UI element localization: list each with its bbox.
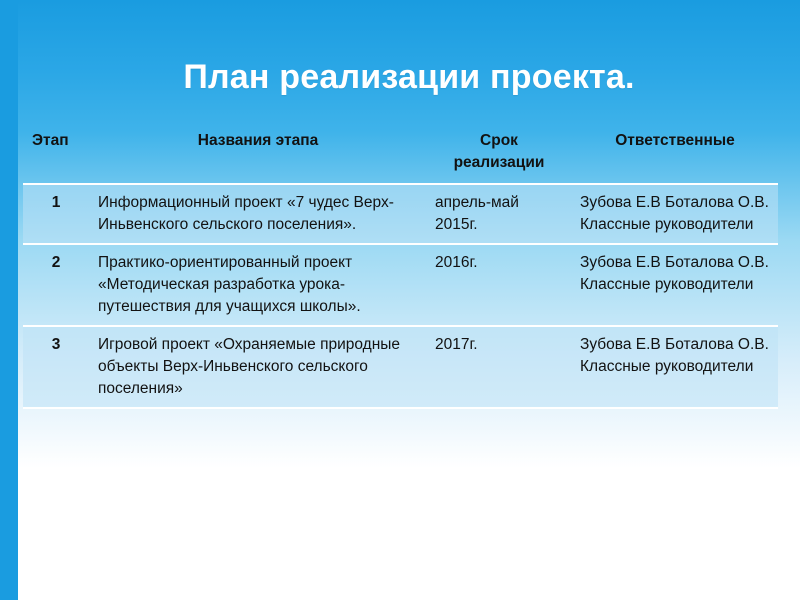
table-row: 3 Игровой проект «Охраняемые природные о… [23, 326, 778, 409]
column-header-stage: Этап [23, 122, 89, 185]
cell-term: апрель-май 2015г. [426, 184, 571, 245]
cell-stage: 3 [23, 326, 89, 409]
cell-name: Игровой проект «Охраняемые природные объ… [89, 326, 426, 409]
cell-responsible: Зубова Е.В Боталова О.В. Классные руково… [571, 244, 778, 327]
cell-responsible: Зубова Е.В Боталова О.В. Классные руково… [571, 184, 778, 245]
table-row: 1 Информационный проект «7 чудес Верх-Ин… [23, 184, 778, 245]
page-title: План реализации проекта. [183, 58, 635, 96]
cell-term: 2016г. [426, 244, 571, 327]
column-header-term: Срок реализации [426, 122, 571, 185]
table-header-row: Этап Названия этапа Срок реализации Отве… [23, 122, 778, 185]
cell-term: 2017г. [426, 326, 571, 409]
table-row: 2 Практико-ориентированный проект «Метод… [23, 244, 778, 327]
table-header: Этап Названия этапа Срок реализации Отве… [23, 122, 778, 185]
cell-name: Практико-ориентированный проект «Методич… [89, 244, 426, 327]
accent-bar-left [0, 0, 18, 600]
slide-content: План реализации проекта. Этап Названия э… [18, 0, 800, 600]
cell-stage: 1 [23, 184, 89, 245]
project-plan-table: Этап Названия этапа Срок реализации Отве… [23, 122, 778, 409]
cell-stage: 2 [23, 244, 89, 327]
table-body: 1 Информационный проект «7 чудес Верх-Ин… [23, 184, 778, 409]
column-header-name: Названия этапа [89, 122, 426, 185]
column-header-responsible: Ответственные [571, 122, 778, 185]
cell-responsible: Зубова Е.В Боталова О.В. Классные руково… [571, 326, 778, 409]
cell-name: Информационный проект «7 чудес Верх-Иньв… [89, 184, 426, 245]
